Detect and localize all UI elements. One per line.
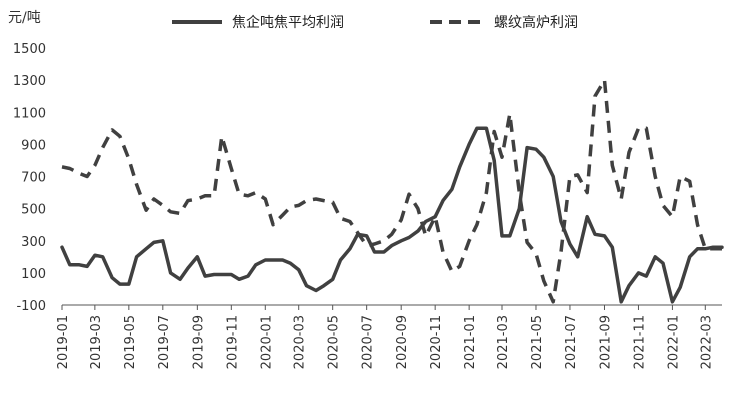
y-tick-label: 900 <box>21 138 46 153</box>
legend-label-coke-profit: 焦企吨焦平均利润 <box>232 14 344 31</box>
series-layer <box>60 78 724 304</box>
y-tick-label: -100 <box>16 299 46 314</box>
y-tick-label: 100 <box>21 267 46 282</box>
x-tick-label: 2020-07 <box>361 315 376 369</box>
legend-label-rebar-profit: 螺纹高炉利润 <box>494 14 578 31</box>
y-axis-unit-label: 元/吨 <box>8 10 41 26</box>
x-tick-label: 2020-09 <box>395 315 410 369</box>
x-tick-label: 2019-05 <box>123 315 138 369</box>
x-tick-label: 2022-01 <box>666 315 681 369</box>
x-tick-label: 2022-03 <box>699 315 714 369</box>
series-line-rebar-profit <box>61 78 722 304</box>
x-tick-label: 2021-01 <box>463 315 478 369</box>
y-tick-label: 1500 <box>13 42 46 57</box>
x-tick-label: 2021-09 <box>598 315 613 369</box>
series-line-coke-profit <box>60 126 724 304</box>
x-tick-label: 2019-09 <box>191 315 206 369</box>
x-tick-label: 2020-05 <box>327 315 342 369</box>
axes: -100 100 300 500 700 900 1100 1300 1500 2019-01 20… <box>13 42 722 369</box>
x-tick-label: 2021-11 <box>632 315 647 369</box>
x-tick-label: 2020-11 <box>429 315 444 369</box>
y-tick-label: 300 <box>21 235 46 250</box>
y-tick-label: 1100 <box>13 106 46 121</box>
y-tick-label: 1300 <box>13 74 46 89</box>
x-tick-label: 2019-11 <box>225 315 240 369</box>
legend: 焦企吨焦平均利润 螺纹高炉利润 <box>172 14 578 31</box>
x-tick-label: 2020-03 <box>293 315 308 369</box>
y-tick-label: 500 <box>21 203 46 218</box>
x-tick-label: 2021-07 <box>564 315 579 369</box>
y-tick-label: 700 <box>21 171 46 186</box>
x-tick-label: 2019-07 <box>157 315 172 369</box>
x-tick-label: 2019-03 <box>89 315 104 369</box>
x-tick-label: 2021-05 <box>530 315 545 369</box>
x-tick-label: 2021-03 <box>496 315 511 369</box>
x-tick-label: 2019-01 <box>56 315 71 369</box>
x-tick-label: 2020-01 <box>259 315 274 369</box>
